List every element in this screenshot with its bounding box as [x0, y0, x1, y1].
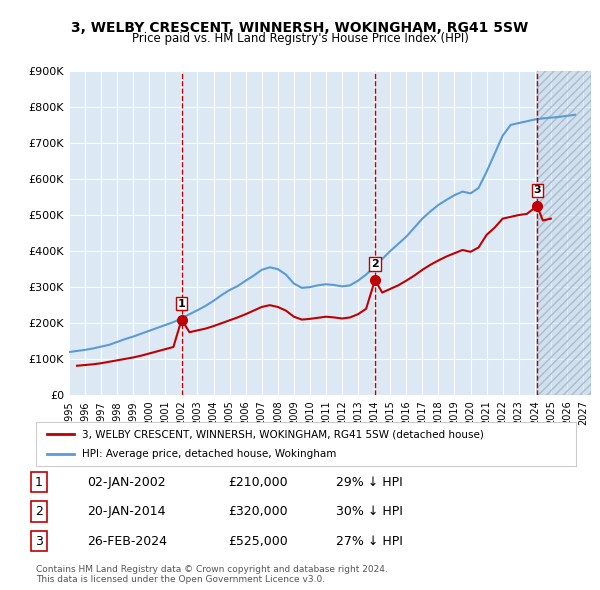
Text: 3: 3	[533, 185, 541, 195]
Text: 2: 2	[35, 505, 43, 518]
Text: 20-JAN-2014: 20-JAN-2014	[87, 505, 166, 518]
Text: 3, WELBY CRESCENT, WINNERSH, WOKINGHAM, RG41 5SW: 3, WELBY CRESCENT, WINNERSH, WOKINGHAM, …	[71, 21, 529, 35]
Text: 26-FEB-2024: 26-FEB-2024	[87, 535, 167, 548]
Text: Price paid vs. HM Land Registry's House Price Index (HPI): Price paid vs. HM Land Registry's House …	[131, 32, 469, 45]
Text: 1: 1	[178, 299, 185, 309]
Text: Contains HM Land Registry data © Crown copyright and database right 2024.: Contains HM Land Registry data © Crown c…	[36, 565, 388, 574]
Text: 3: 3	[35, 535, 43, 548]
Text: This data is licensed under the Open Government Licence v3.0.: This data is licensed under the Open Gov…	[36, 575, 325, 584]
Text: HPI: Average price, detached house, Wokingham: HPI: Average price, detached house, Woki…	[82, 449, 336, 458]
Text: £210,000: £210,000	[228, 476, 287, 489]
Text: 27% ↓ HPI: 27% ↓ HPI	[336, 535, 403, 548]
Bar	[537, 71, 591, 395]
Text: 30% ↓ HPI: 30% ↓ HPI	[336, 505, 403, 518]
Text: £525,000: £525,000	[228, 535, 288, 548]
Text: 1: 1	[35, 476, 43, 489]
Text: £320,000: £320,000	[228, 505, 287, 518]
Text: 29% ↓ HPI: 29% ↓ HPI	[336, 476, 403, 489]
Text: 3, WELBY CRESCENT, WINNERSH, WOKINGHAM, RG41 5SW (detached house): 3, WELBY CRESCENT, WINNERSH, WOKINGHAM, …	[82, 430, 484, 439]
Text: 02-JAN-2002: 02-JAN-2002	[87, 476, 166, 489]
Bar	[537, 71, 591, 395]
Text: 2: 2	[371, 259, 379, 269]
